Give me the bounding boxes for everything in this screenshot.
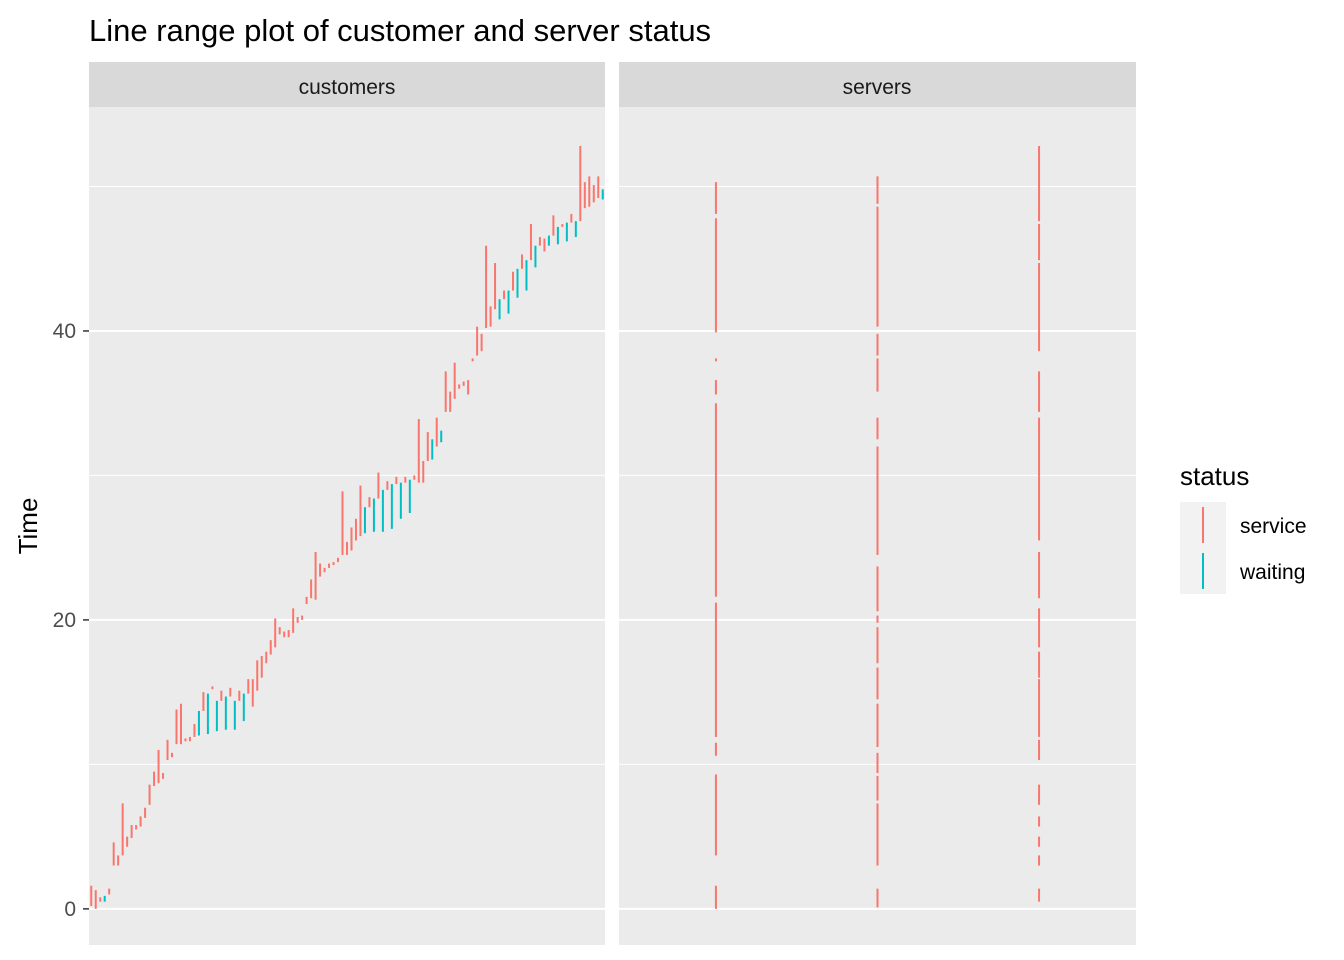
y-tick-label: 0 <box>64 898 76 921</box>
y-tick-label: 20 <box>53 609 76 632</box>
facet-strip-servers <box>619 62 1136 107</box>
facet-strip-label-customers: customers <box>299 76 396 99</box>
chart-title: Line range plot of customer and server s… <box>89 13 711 48</box>
facet-strip-customers <box>89 62 605 107</box>
y-axis-title: Time <box>13 498 43 555</box>
gridlines-customers <box>89 185 605 910</box>
legend-title: status <box>1180 461 1249 491</box>
panel-background-customers <box>89 107 605 945</box>
facet-customers: customers <box>89 62 605 945</box>
facet-servers: servers <box>619 62 1136 945</box>
y-axis: 0 20 40 <box>53 320 89 921</box>
legend-keys: service waiting <box>1180 502 1307 594</box>
legend-label-service: service <box>1240 515 1307 538</box>
y-tick-label: 40 <box>53 320 76 343</box>
data-marks-servers <box>714 146 1041 909</box>
legend-label-waiting: waiting <box>1239 561 1305 584</box>
facet-strip-label-servers: servers <box>843 76 912 99</box>
legend: status service waiting <box>1180 461 1307 594</box>
data-marks-customers <box>90 146 604 909</box>
